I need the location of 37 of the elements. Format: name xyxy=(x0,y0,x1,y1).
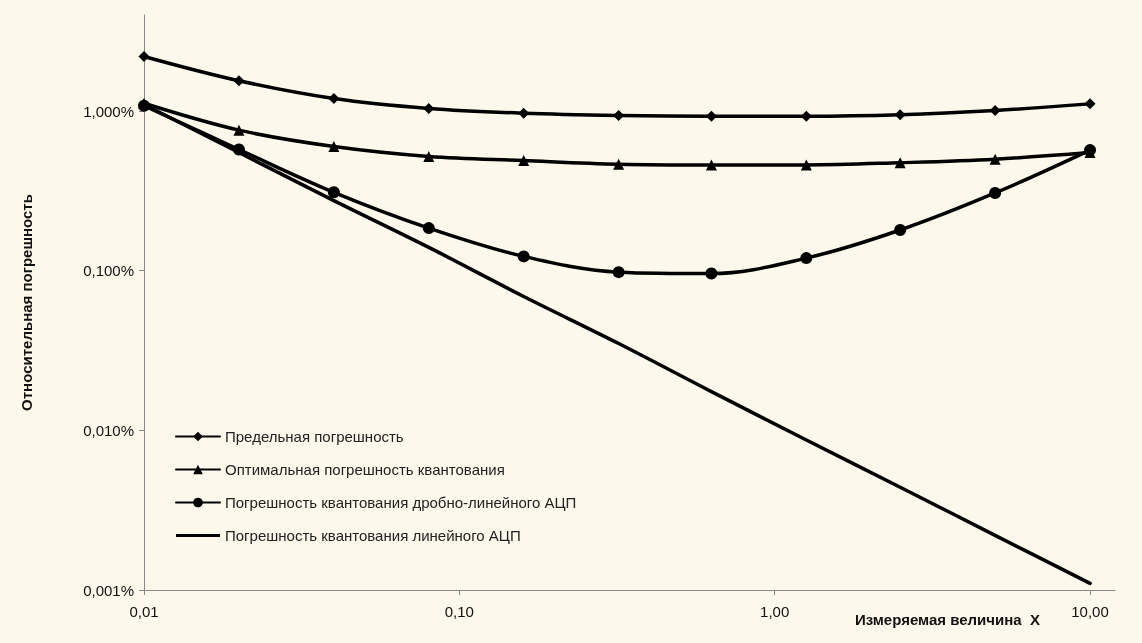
y-axis-title: Относительная погрешность xyxy=(18,194,35,411)
point xyxy=(989,186,1002,199)
point xyxy=(800,159,812,171)
y-tick-label: 0,100% xyxy=(83,262,134,280)
y-tick-label: 1,000% xyxy=(83,102,134,120)
point xyxy=(705,267,718,280)
point xyxy=(328,141,340,153)
point xyxy=(422,222,435,235)
point xyxy=(1084,98,1096,110)
point xyxy=(517,250,530,263)
point xyxy=(894,109,906,121)
point xyxy=(613,158,625,170)
point xyxy=(800,252,813,265)
legend-label: Оптимальная погрешность квантования xyxy=(225,461,505,478)
point xyxy=(233,75,245,87)
y-tick-label: 0,010% xyxy=(83,421,134,439)
legend-label: Погрешность квантования линейного АЦП xyxy=(225,527,521,544)
point xyxy=(894,223,907,236)
x-tick-label: 0,10 xyxy=(444,603,474,620)
x-tick-label: 10,00 xyxy=(1071,603,1109,620)
point xyxy=(327,186,340,199)
point xyxy=(894,157,906,169)
point xyxy=(989,153,1001,165)
y-tick-label: 0,001% xyxy=(83,581,134,599)
point xyxy=(705,159,717,171)
point xyxy=(423,150,435,162)
x-axis-title: Измеряемая величина X xyxy=(854,611,1040,628)
x-tick-label: 0,01 xyxy=(129,603,159,620)
point xyxy=(232,143,245,156)
point xyxy=(328,92,340,104)
legend-label: Погрешность квантования дробно-линейного АЦП xyxy=(225,494,577,511)
point xyxy=(518,155,530,167)
point xyxy=(233,124,245,136)
x-tick-label: 1,00 xyxy=(760,603,790,620)
point xyxy=(612,266,625,279)
legend-label: Предельная погрешность xyxy=(225,428,404,445)
point xyxy=(138,50,150,62)
